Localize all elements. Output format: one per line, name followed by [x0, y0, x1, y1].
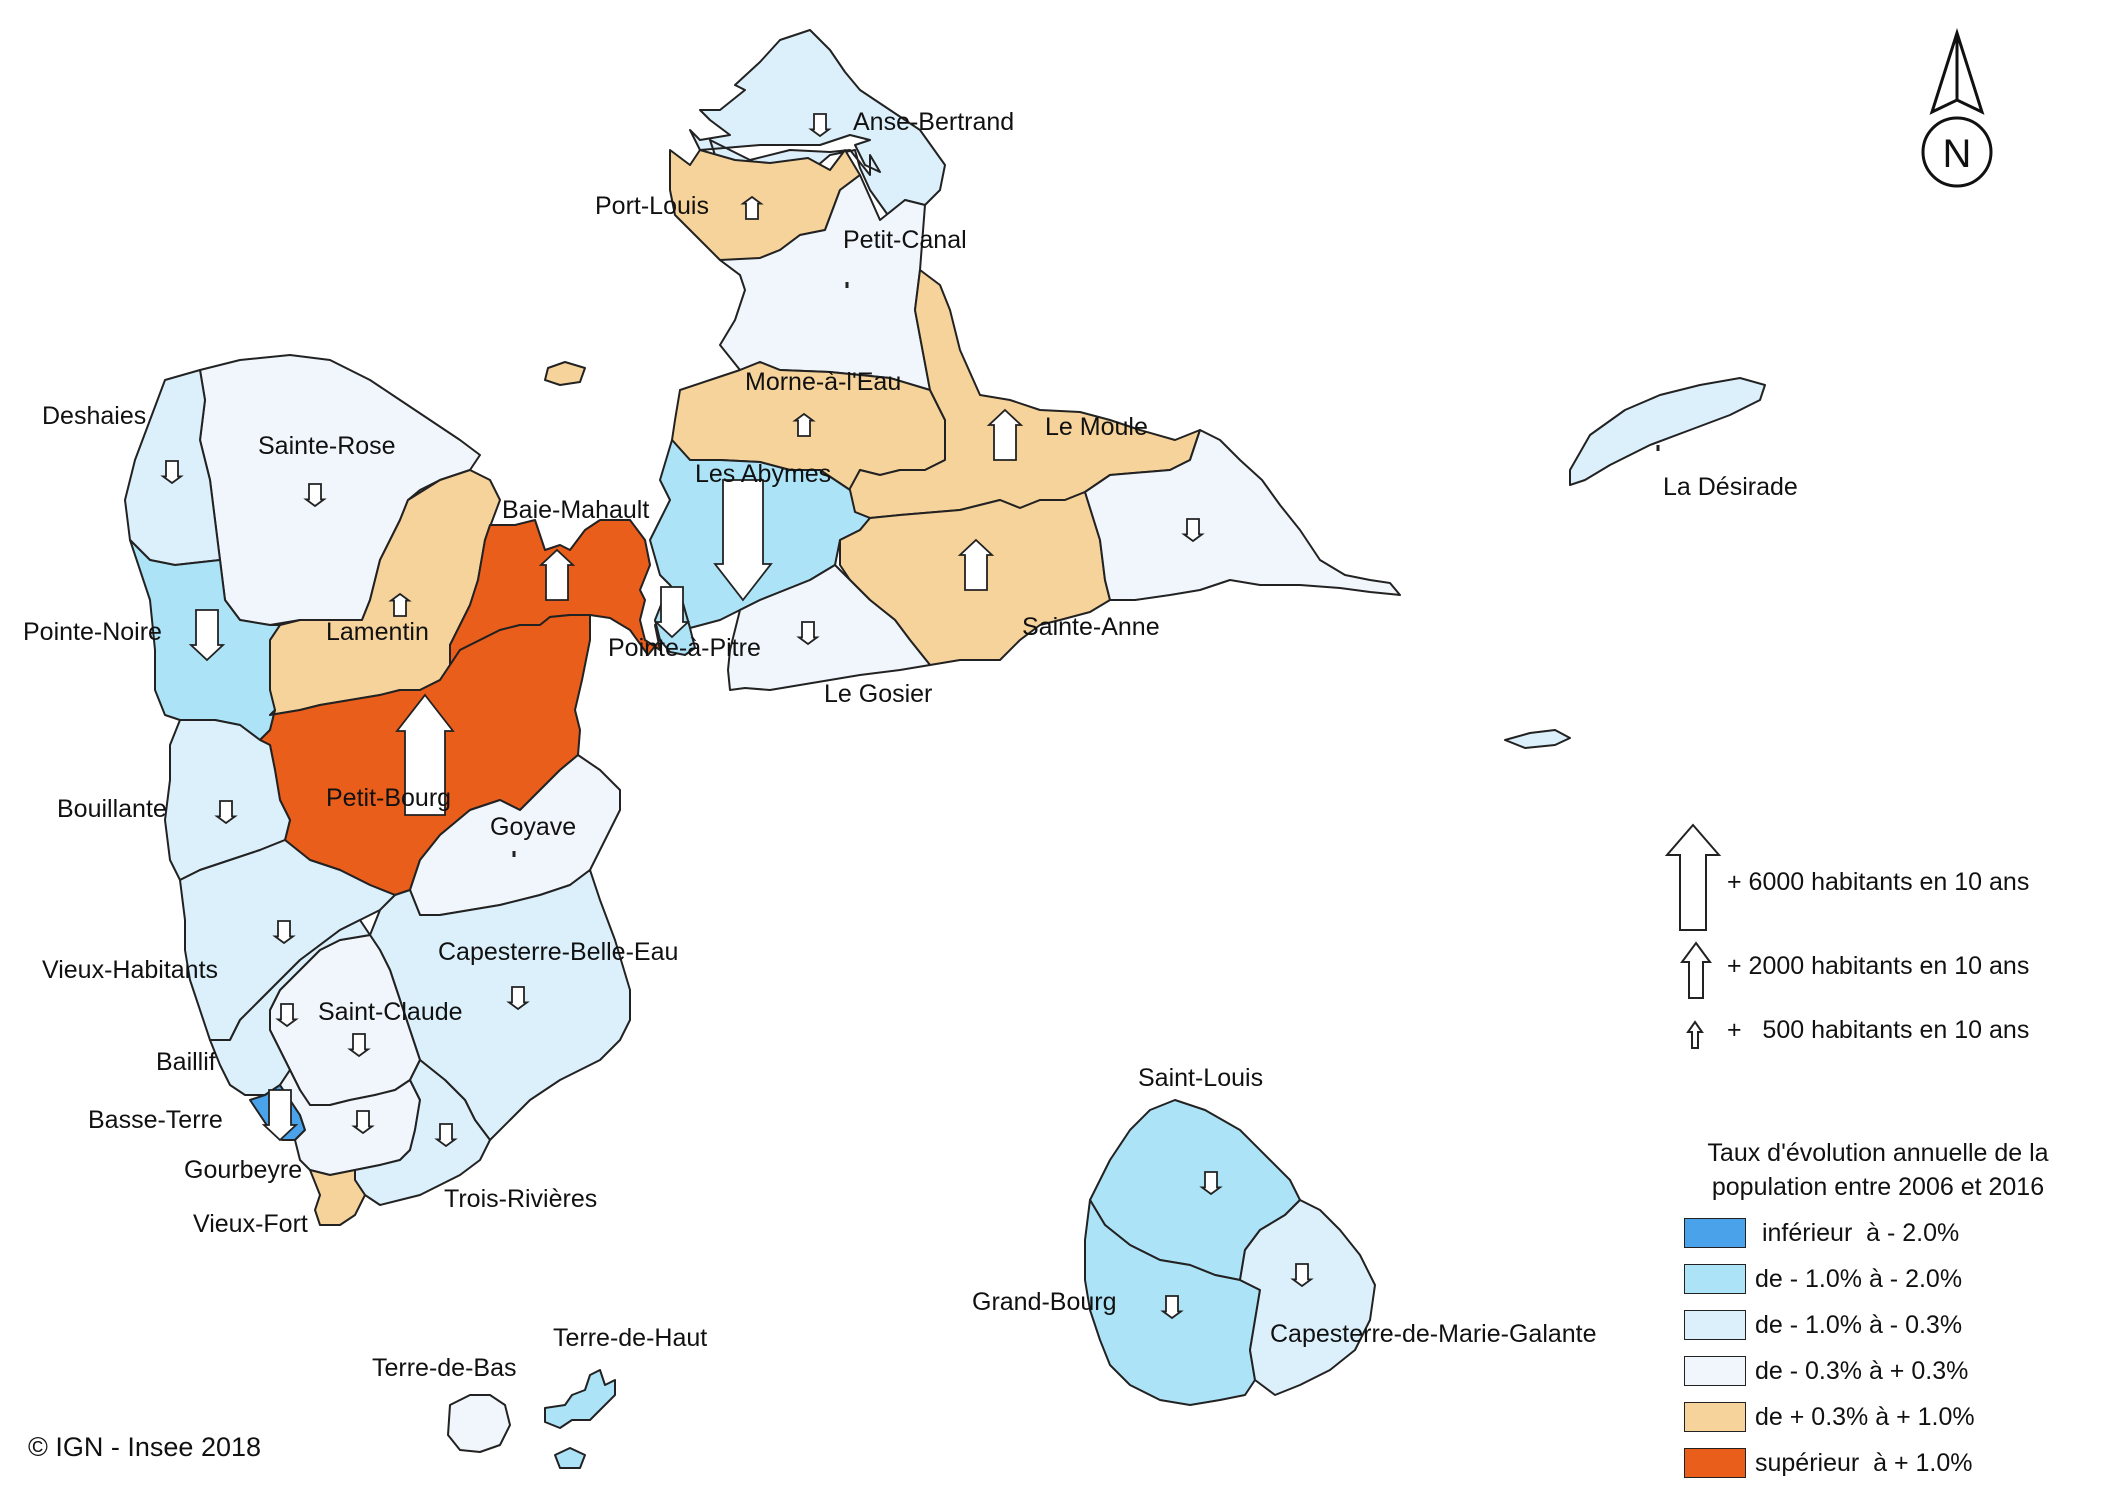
arrow-down-small-icon	[272, 920, 296, 945]
legend-arrow-large-icon	[1664, 823, 1722, 931]
label-bouillante: Bouillante	[57, 795, 167, 823]
north-letter: N	[1943, 132, 1972, 176]
commune-capesterre-de-marie-galante	[1239, 1199, 1376, 1396]
arrow-down-large-icon	[713, 479, 773, 602]
arrow-down-small-icon	[1160, 1295, 1184, 1320]
small-marker-icon	[845, 282, 849, 288]
commune-trois-rivieres	[354, 1059, 491, 1206]
commune-terre-de-bas	[447, 1394, 511, 1453]
arrow-up-large-icon	[395, 693, 455, 816]
arrow-down-small-icon	[351, 1110, 375, 1135]
label-anse-bertrand: Anse-Bertrand	[853, 108, 1015, 136]
arrow-down-small-icon	[434, 1123, 458, 1148]
arrow-up-medium-icon	[957, 538, 995, 591]
label-gourbeyre: Gourbeyre	[184, 1156, 303, 1184]
label-le-gosier: Le Gosier	[824, 680, 933, 708]
legend-swatch	[1684, 1264, 1746, 1294]
arrow-up-small-icon	[388, 592, 412, 617]
label-les-abymes: Les Abymes	[695, 460, 832, 488]
arrow-up-small-icon	[792, 412, 816, 437]
arrow-down-small-icon	[808, 113, 832, 138]
label-grand-bourg: Grand-Bourg	[972, 1288, 1117, 1316]
legend-item-label: supérieur à + 1.0%	[1755, 1449, 1973, 1477]
arrow-down-small-icon	[1290, 1263, 1314, 1288]
legend-item-label: de - 1.0% à - 2.0%	[1755, 1265, 1963, 1293]
legend-item-label: de - 0.3% à + 0.3%	[1755, 1357, 1969, 1385]
label-terre-de-haut: Terre-de-Haut	[553, 1324, 708, 1352]
commune-vieux-fort	[309, 1169, 366, 1226]
arrow-down-medium-icon	[261, 1089, 299, 1142]
legend-item-label: de + 0.3% à + 1.0%	[1755, 1403, 1975, 1431]
arrow-down-small-icon	[506, 986, 530, 1011]
legend-arrow-medium-icon	[1680, 941, 1712, 999]
label-baillif: Baillif	[156, 1048, 216, 1076]
arrow-down-small-icon	[214, 800, 238, 825]
legend-arrow-small-icon	[1686, 1020, 1704, 1049]
size-legend-large-label: + 6000 habitants en 10 ans	[1727, 868, 2030, 896]
label-saint-claude: Saint-Claude	[318, 998, 463, 1026]
arrow-down-medium-icon	[653, 586, 691, 639]
label-la-desirade: La Désirade	[1663, 473, 1798, 501]
label-terre-de-bas: Terre-de-Bas	[372, 1354, 517, 1382]
label-capesterre-belle-eau: Capesterre-Belle-Eau	[438, 938, 679, 966]
legend-item-label: inférieur à - 2.0%	[1755, 1219, 1960, 1247]
commune-la-desirade	[1569, 377, 1766, 486]
label-saint-louis: Saint-Louis	[1138, 1064, 1264, 1092]
label-goyave: Goyave	[490, 813, 577, 841]
small-marker-icon	[1656, 445, 1660, 451]
legend-swatch	[1684, 1218, 1746, 1248]
label-vieux-habitants: Vieux-Habitants	[42, 956, 219, 984]
islet-near-baie-mahault	[544, 361, 586, 386]
label-vieux-fort: Vieux-Fort	[193, 1210, 308, 1238]
size-legend-medium-label: + 2000 habitants en 10 ans	[1727, 952, 2030, 980]
commune-terre-de-haut	[544, 1369, 616, 1429]
legend-swatch	[1684, 1310, 1746, 1340]
label-pointe-noire: Pointe-Noire	[23, 618, 162, 646]
arrow-up-medium-icon	[986, 408, 1024, 461]
label-petit-bourg: Petit-Bourg	[326, 784, 452, 812]
arrow-up-medium-icon	[538, 548, 576, 601]
label-sainte-rose: Sainte-Rose	[258, 432, 396, 460]
arrow-down-small-icon	[303, 483, 327, 508]
legend-title-line2: population entre 2006 et 2016	[1711, 1173, 2045, 1201]
copyright-text: © IGN - Insee 2018	[28, 1432, 262, 1462]
legend-swatch	[1684, 1402, 1746, 1432]
label-capesterre-de-marie-galante: Capesterre-de-Marie-Galante	[1270, 1320, 1597, 1348]
label-pointe-a-pitre: Pointe-à-Pitre	[608, 634, 761, 662]
label-baie-mahault: Baie-Mahault	[502, 496, 650, 524]
arrow-down-small-icon	[275, 1003, 299, 1028]
label-deshaies: Deshaies	[42, 402, 147, 430]
size-legend-arrows	[1664, 823, 1722, 1049]
islet-terre-de-haut-south	[554, 1447, 586, 1469]
arrow-down-small-icon	[796, 621, 820, 646]
legend-item-label: de - 1.0% à - 0.3%	[1755, 1311, 1963, 1339]
label-lamentin: Lamentin	[326, 618, 429, 646]
arrow-down-small-icon	[1181, 518, 1205, 543]
legend-swatch	[1684, 1448, 1746, 1478]
label-petit-canal: Petit-Canal	[843, 226, 967, 254]
label-port-louis: Port-Louis	[595, 192, 709, 220]
label-le-moule: Le Moule	[1045, 413, 1148, 441]
commune-baillif	[209, 919, 371, 1096]
arrow-down-small-icon	[1199, 1171, 1223, 1196]
label-basse-terre: Basse-Terre	[88, 1106, 223, 1134]
arrow-up-small-icon	[740, 195, 764, 220]
commune-le-gosier	[727, 564, 931, 691]
size-legend-small-label: + 500 habitants en 10 ans	[1727, 1016, 2030, 1044]
north-arrow-icon	[1921, 28, 1993, 188]
arrow-down-small-icon	[160, 460, 184, 485]
small-marker-icon	[512, 851, 516, 857]
label-sainte-anne: Sainte-Anne	[1022, 613, 1160, 641]
arrow-down-small-icon	[347, 1033, 371, 1058]
label-trois-rivieres: Trois-Rivières	[444, 1185, 598, 1213]
arrow-down-medium-icon	[188, 609, 226, 662]
islet-petite-terre	[1504, 729, 1571, 749]
legend-title-line1: Taux d'évolution annuelle de la	[1707, 1139, 2049, 1167]
commune-saint-francois	[1084, 429, 1401, 601]
legend-swatch	[1684, 1356, 1746, 1386]
label-morne-a-l-eau: Morne-à-l'Eau	[745, 368, 902, 396]
